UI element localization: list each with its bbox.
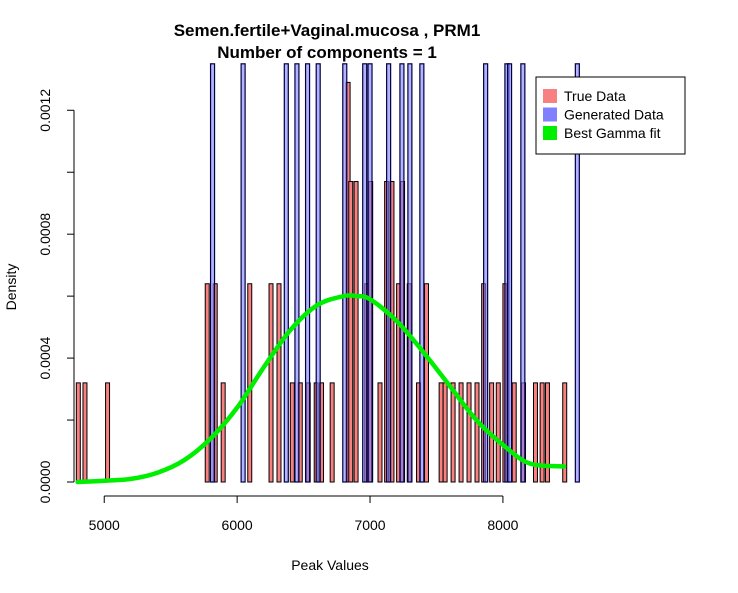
x-tick-label: 5000 [89,517,120,533]
generated-data-bar [386,63,392,483]
true-data-bar [562,382,568,483]
gamma-fit-line [75,293,567,485]
gamma-fit-line-group [75,293,567,485]
generated-data-bar [506,63,513,483]
x-tick-label: 7000 [354,517,385,533]
true-data-bar [474,382,480,483]
chart-title: Semen.fertile+Vaginal.mucosa , PRM1 [174,21,481,40]
generated-data-bar [407,63,413,483]
x-tick-label: 8000 [487,517,518,533]
generated-data-bar [209,63,216,483]
x-tick-label: 6000 [222,517,253,533]
true-data-bar [544,382,550,483]
generated-data-bars [209,63,580,483]
generated-data-bar [520,63,526,483]
true-data-bar [424,283,429,483]
generated-data-bar [342,63,348,483]
true-data-bar [105,382,111,483]
chart-subtitle: Number of components = 1 [217,43,437,62]
true-data-bar [329,382,335,483]
true-data-bar [511,382,517,483]
legend-label: Generated Data [564,107,664,123]
legend-label: Best Gamma fit [564,125,661,141]
generated-data-bar [315,63,321,483]
y-tick-label: 0.0012 [37,89,53,132]
generated-data-bar [483,63,489,483]
true-data-bar [458,382,464,483]
legend-swatch [543,126,557,140]
true-data-bar [377,382,383,483]
true-data-bar [450,382,456,483]
legend-box [535,76,686,155]
true-data-bar [353,181,359,483]
true-data-bar [539,382,545,483]
x-axis: 5000 6000 7000 8000 [89,495,519,533]
y-tick-label: 0.0004 [37,336,53,379]
true-data-bar [442,382,448,483]
true-data-bar [532,382,538,483]
y-axis-label: Density [3,264,19,311]
true-data-bar [466,382,472,483]
true-data-bar [495,382,501,483]
true-data-bar [75,382,81,483]
generated-data-bar [419,63,425,483]
true-data-bar [82,382,88,483]
generated-data-bar [283,63,289,483]
generated-data-bar [399,63,405,483]
legend: True Data Generated Data Best Gamma fit [535,76,686,155]
generated-data-bar [367,63,373,483]
y-tick-label: 0.0008 [37,213,53,256]
generated-data-bar [362,63,368,483]
x-axis-label: Peak Values [291,557,369,573]
true-data-bar [276,283,282,483]
legend-swatch [543,107,557,122]
y-axis: 0.0000 0.0004 0.0008 0.0012 [37,89,75,503]
generated-data-bar [240,63,246,483]
legend-swatch [543,89,557,103]
true-data-bar [348,181,354,483]
legend-label: True Data [564,88,626,104]
generated-data-bar [294,63,300,483]
true-data-bar [438,382,444,483]
true-data-bar [268,283,274,483]
true-data-bar [204,283,210,483]
y-tick-label: 0.0000 [37,460,53,503]
true-data-bars [75,81,568,483]
true-data-bar [220,382,226,483]
generated-data-bar [304,63,311,483]
true-data-bar [289,382,295,483]
generated-data-bar [574,63,580,483]
